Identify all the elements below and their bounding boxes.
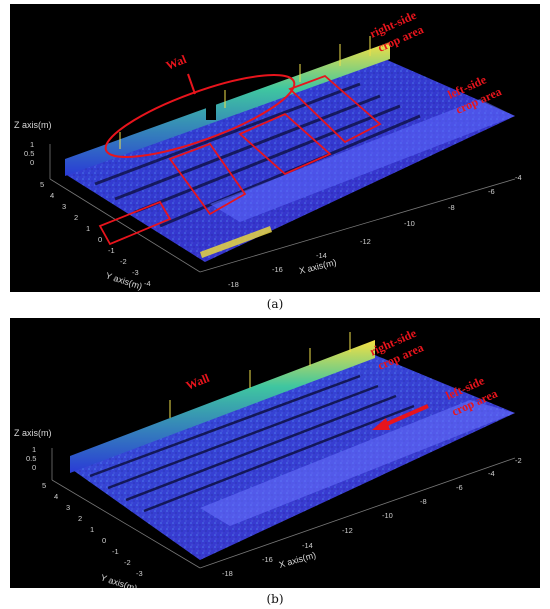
- y-tick: 0: [98, 235, 102, 244]
- point-cloud-a-svg: Wal right-side crop area left-side crop …: [14, 8, 522, 292]
- y-tick: -4: [144, 279, 151, 288]
- path-strip-a: [210, 99, 515, 222]
- x-tick: -16: [262, 555, 273, 564]
- point-cloud-b-svg: Wall right-side crop area left-side crop…: [14, 326, 522, 588]
- x-tick: -16: [272, 265, 283, 274]
- y-tick: 1: [90, 525, 94, 534]
- y-tick: -3: [132, 268, 139, 277]
- crop-rows-b: [89, 374, 415, 513]
- x-tick: -18: [228, 280, 239, 289]
- x-tick: -12: [342, 526, 353, 535]
- y-tick: 2: [78, 514, 82, 523]
- y-tick: 5: [40, 180, 44, 189]
- z-ticks-a: 1 0.5 0: [24, 140, 34, 167]
- wall-spikes-b: [169, 332, 351, 418]
- ground-speckle-b: [70, 353, 515, 560]
- wall-label-b: Wall: [184, 371, 212, 393]
- y-axis-label-b: Y axis(m): [99, 572, 138, 588]
- x-tick: -2: [515, 456, 522, 465]
- y-tick: -2: [120, 257, 127, 266]
- x-tick: -14: [302, 541, 313, 550]
- x-axis-label-b: X axis(m): [278, 550, 317, 570]
- y-tick: -1: [108, 246, 115, 255]
- x-tick: -8: [420, 497, 427, 506]
- z-tick: 1: [30, 140, 34, 149]
- x-tick: -6: [488, 187, 495, 196]
- z-tick: 0.5: [24, 149, 34, 158]
- z-tick: 0: [32, 463, 36, 472]
- y-tick: 4: [50, 191, 54, 200]
- y-tick: 5: [42, 481, 46, 490]
- z-axis-label-a: Z axis(m): [14, 120, 52, 130]
- y-tick: 0: [102, 536, 106, 545]
- x-ticks-a: -18 -16 -14 -12 -10 -8 -6 -4: [228, 173, 522, 289]
- panel-b-point-cloud: Wall right-side crop area left-side crop…: [10, 318, 540, 588]
- x-tick: -10: [382, 511, 393, 520]
- wall-label-a: Wal: [164, 52, 189, 73]
- z-tick: 0.5: [26, 454, 36, 463]
- y-ticks-a: 5 4 3 2 1 0 -1 -2 -3 -4: [40, 180, 151, 288]
- y-tick: 1: [86, 224, 90, 233]
- y-ticks-b: 5 4 3 2 1 0 -1 -2 -3: [42, 481, 143, 578]
- x-tick: -14: [316, 251, 327, 260]
- ground-speckle-a: [65, 59, 515, 262]
- wall-surface-a: [65, 42, 390, 176]
- left-area-arrow-b: [372, 404, 429, 430]
- wall-spikes-a: [119, 36, 371, 149]
- y-tick: -2: [124, 558, 131, 567]
- wall-ellipse-annotation-a: [104, 73, 296, 158]
- axes-frame-a: [49, 144, 516, 273]
- x-tick: -4: [488, 469, 495, 478]
- y-tick: -1: [112, 547, 119, 556]
- z-ticks-b: 1 0.5 0: [26, 445, 36, 472]
- x-tick: -10: [404, 219, 415, 228]
- y-tick: 3: [62, 202, 66, 211]
- caption-a: (a): [266, 297, 284, 311]
- z-tick: 0: [30, 158, 34, 167]
- y-tick: 2: [74, 213, 78, 222]
- y-tick: 3: [66, 503, 70, 512]
- z-tick: 1: [32, 445, 36, 454]
- y-tick: 4: [54, 492, 58, 501]
- yellow-patch-a: [200, 226, 272, 258]
- axes-frame-b: [51, 448, 516, 569]
- y-tick: -3: [136, 569, 143, 578]
- panel-a-point-cloud: Wal right-side crop area left-side crop …: [10, 4, 540, 292]
- path-strip-b: [200, 400, 515, 526]
- x-tick: -12: [360, 237, 371, 246]
- wall-surface-b: [70, 340, 375, 473]
- x-tick: -8: [448, 203, 455, 212]
- x-tick: -4: [515, 173, 522, 182]
- z-axis-label-b: Z axis(m): [14, 428, 52, 438]
- x-tick: -18: [222, 569, 233, 578]
- x-tick: -6: [456, 483, 463, 492]
- x-ticks-b: -18 -16 -14 -12 -10 -8 -6 -4 -2: [222, 456, 522, 578]
- caption-b: (b): [266, 592, 284, 606]
- wall-gap-a: [206, 94, 216, 120]
- crop-area-boxes-a: [98, 74, 382, 246]
